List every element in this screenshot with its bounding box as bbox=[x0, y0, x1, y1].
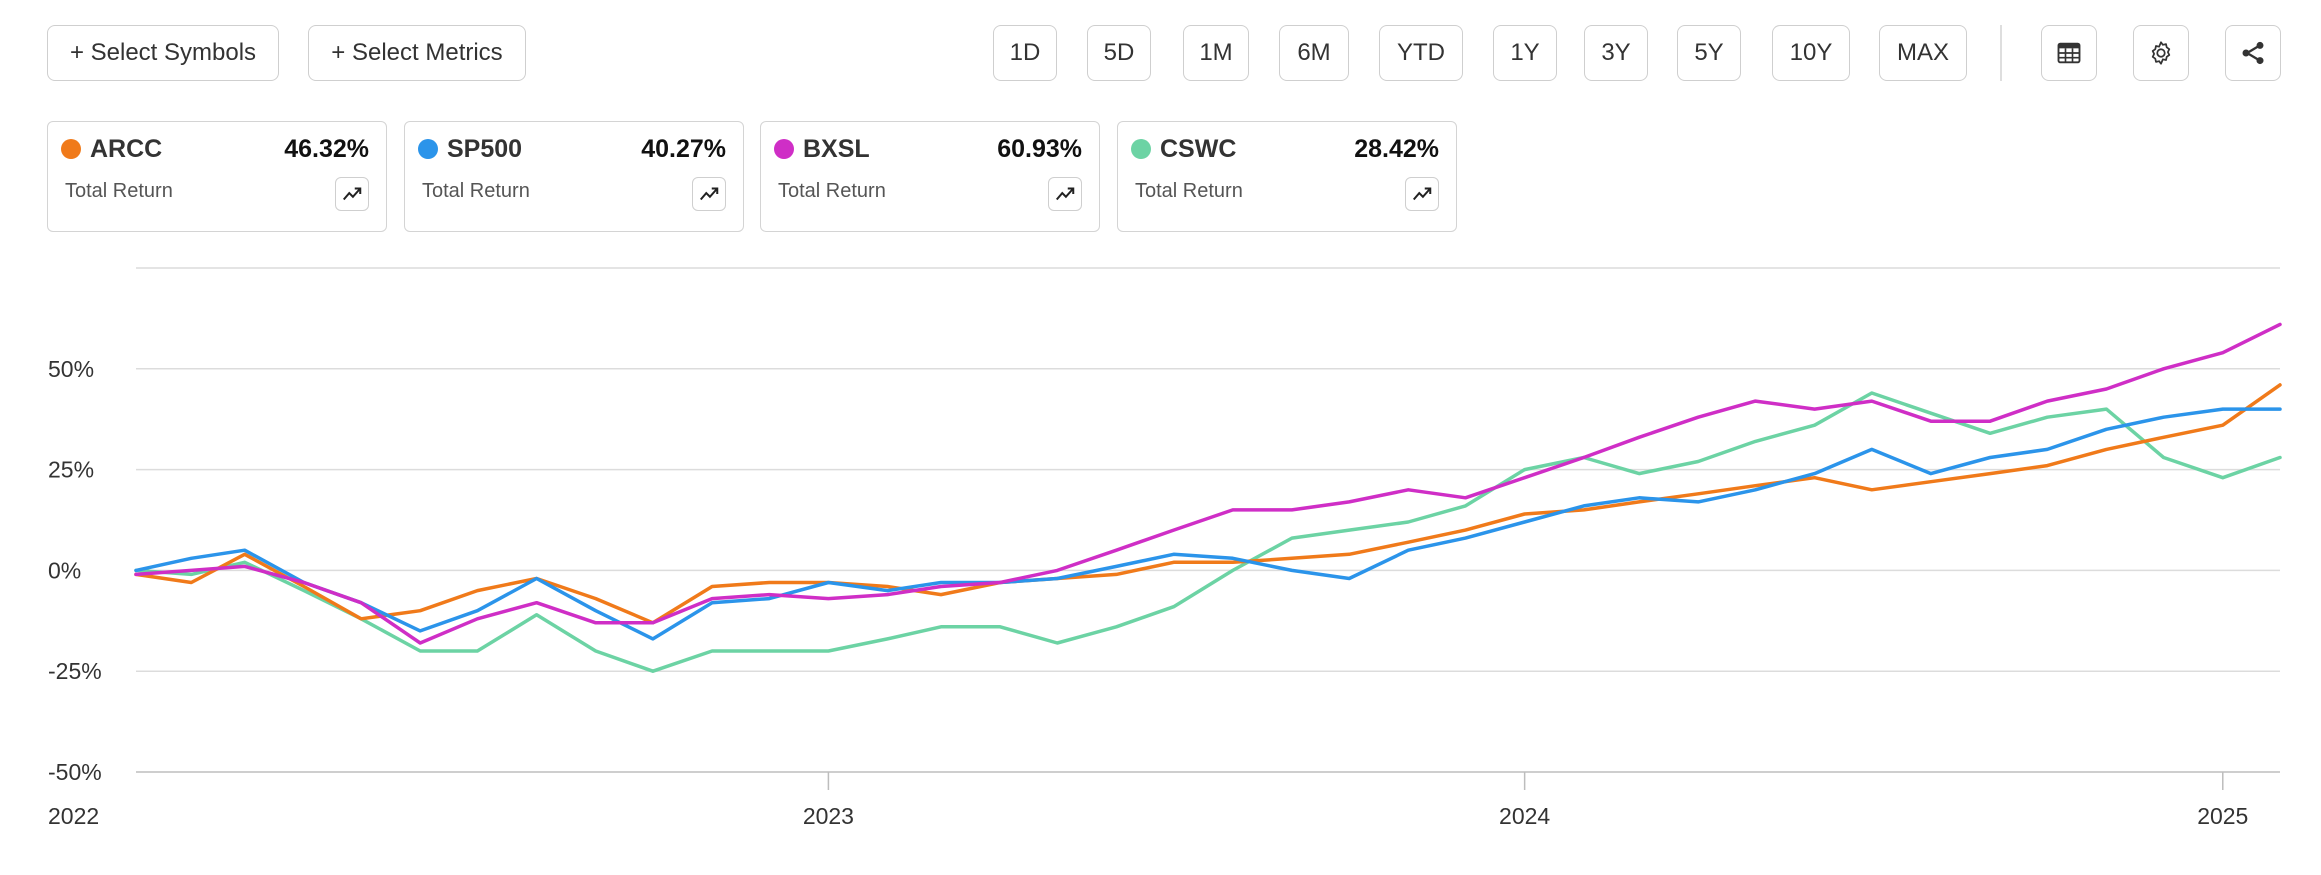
legend-card-cswc: CSWC 28.42% Total Return bbox=[1117, 121, 1457, 232]
legend-card-sp500: SP500 40.27% Total Return bbox=[404, 121, 744, 232]
legend-metric: Total Return bbox=[65, 180, 173, 202]
toolbar-divider bbox=[2000, 25, 2002, 81]
legend-value: 46.32% bbox=[284, 135, 369, 163]
series-line-sp500 bbox=[134, 407, 2282, 641]
legend-value: 60.93% bbox=[997, 135, 1082, 163]
share-button[interactable] bbox=[2225, 25, 2281, 81]
range-ytd-button[interactable]: YTD bbox=[1379, 25, 1463, 81]
table-icon bbox=[2057, 42, 2081, 64]
legend-card-bxsl: BXSL 60.93% Total Return bbox=[760, 121, 1100, 232]
trend-button[interactable] bbox=[1048, 177, 1082, 211]
settings-button[interactable] bbox=[2133, 25, 2189, 81]
trend-up-icon bbox=[1055, 187, 1075, 201]
legend-value: 28.42% bbox=[1354, 135, 1439, 163]
trend-button[interactable] bbox=[1405, 177, 1439, 211]
series-line-cswc bbox=[134, 391, 2282, 673]
range-3y-button[interactable]: 3Y bbox=[1584, 25, 1648, 81]
share-icon bbox=[2242, 41, 2264, 65]
series-line-bxsl bbox=[134, 322, 2282, 645]
legend-symbol: ARCC bbox=[90, 135, 163, 163]
y-tick-label: 0% bbox=[48, 557, 81, 583]
x-tick-label: 2024 bbox=[1499, 803, 1550, 829]
x-tick-label: 2022 bbox=[48, 803, 99, 829]
trend-up-icon bbox=[1412, 187, 1432, 201]
trend-up-icon bbox=[342, 187, 362, 201]
range-5y-button[interactable]: 5Y bbox=[1677, 25, 1741, 81]
range-max-button[interactable]: MAX bbox=[1879, 25, 1967, 81]
select-metrics-button[interactable]: + Select Metrics bbox=[308, 25, 526, 81]
table-view-button[interactable] bbox=[2041, 25, 2097, 81]
legend-metric: Total Return bbox=[1135, 180, 1243, 202]
range-10y-button[interactable]: 10Y bbox=[1772, 25, 1850, 81]
legend-metric: Total Return bbox=[778, 180, 886, 202]
range-6m-button[interactable]: 6M bbox=[1279, 25, 1349, 81]
series-line-arcc bbox=[134, 383, 2282, 625]
trend-button[interactable] bbox=[335, 177, 369, 211]
legend-symbol: BXSL bbox=[803, 135, 870, 163]
x-tick-label: 2023 bbox=[803, 803, 854, 829]
series-color-dot bbox=[1131, 139, 1151, 159]
x-tick-label: 2025 bbox=[2197, 803, 2248, 829]
range-5d-button[interactable]: 5D bbox=[1087, 25, 1151, 81]
legend-symbol: CSWC bbox=[1160, 135, 1237, 163]
trend-up-icon bbox=[699, 187, 719, 201]
y-tick-label: 50% bbox=[48, 356, 94, 382]
y-tick-label: -25% bbox=[48, 658, 102, 684]
series-color-dot bbox=[61, 139, 81, 159]
series-color-dot bbox=[418, 139, 438, 159]
legend-metric: Total Return bbox=[422, 180, 530, 202]
select-symbols-button[interactable]: + Select Symbols bbox=[47, 25, 279, 81]
y-tick-label: -50% bbox=[48, 759, 102, 785]
trend-button[interactable] bbox=[692, 177, 726, 211]
gear-icon bbox=[2151, 41, 2171, 65]
range-1y-button[interactable]: 1Y bbox=[1493, 25, 1557, 81]
legend-symbol: SP500 bbox=[447, 135, 523, 163]
legend-value: 40.27% bbox=[641, 135, 726, 163]
range-1d-button[interactable]: 1D bbox=[993, 25, 1057, 81]
range-1m-button[interactable]: 1M bbox=[1183, 25, 1249, 81]
y-tick-label: 25% bbox=[48, 457, 94, 483]
legend-card-arcc: ARCC 46.32% Total Return bbox=[47, 121, 387, 232]
series-color-dot bbox=[774, 139, 794, 159]
